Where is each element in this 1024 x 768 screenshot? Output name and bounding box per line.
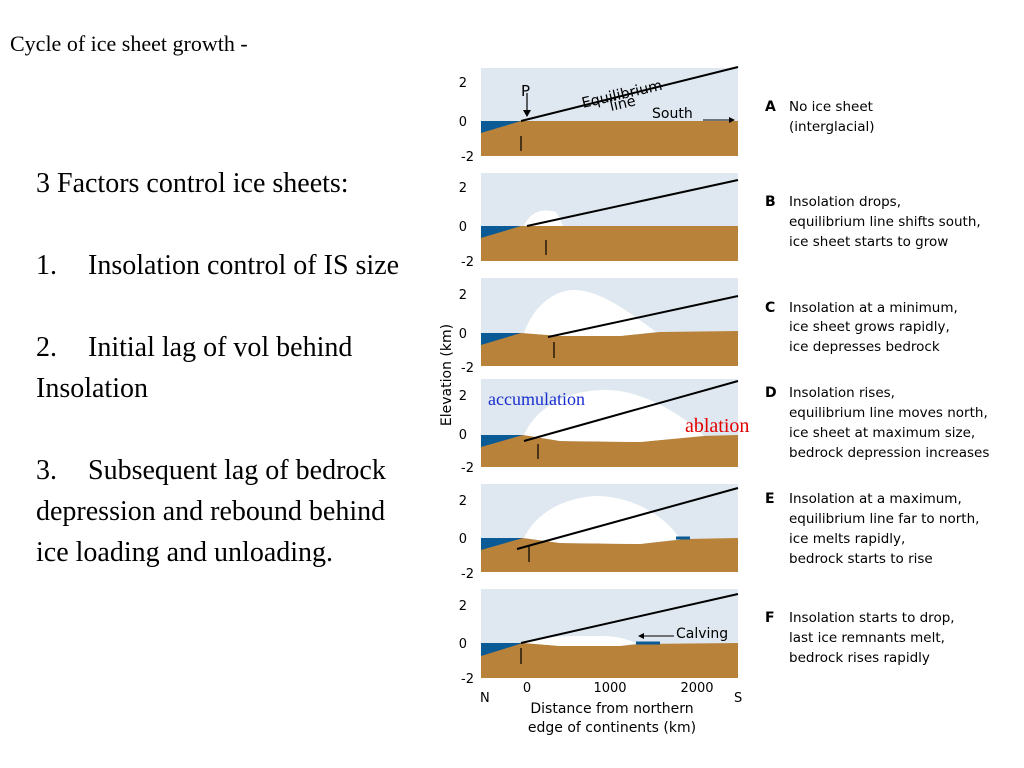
caption-b: B Insolation drops, equilibrium line shi…: [765, 194, 981, 250]
panel-a: [481, 66, 739, 156]
svg-text:bedrock rises rapidly: bedrock rises rapidly: [789, 650, 930, 666]
svg-text:A: A: [765, 99, 776, 115]
svg-text:E: E: [765, 491, 775, 507]
svg-text:0: 0: [523, 681, 531, 696]
svg-text:2: 2: [459, 288, 467, 303]
svg-text:1000: 1000: [593, 681, 626, 696]
svg-text:No ice sheet: No ice sheet: [789, 99, 873, 115]
svg-text:-2: -2: [461, 150, 474, 165]
svg-text:ice sheet at maximum size,: ice sheet at maximum size,: [789, 425, 975, 441]
ablation-label: ablation: [685, 415, 749, 437]
accumulation-label: accumulation: [488, 389, 585, 409]
svg-text:2: 2: [459, 181, 467, 196]
caption-a: A No ice sheet (interglacial): [765, 99, 875, 135]
svg-text:Insolation starts to drop,: Insolation starts to drop,: [789, 610, 955, 626]
svg-text:-2: -2: [461, 461, 474, 476]
svg-text:edge of continents (km): edge of continents (km): [528, 720, 696, 736]
svg-text:(interglacial): (interglacial): [789, 119, 875, 135]
svg-text:N: N: [480, 691, 490, 706]
slide-title: Cycle of ice sheet growth -: [10, 31, 248, 56]
svg-text:0: 0: [459, 115, 467, 130]
svg-text:Insolation at a maximum,: Insolation at a maximum,: [789, 491, 962, 507]
caption-f: F Insolation starts to drop, last ice re…: [765, 610, 955, 666]
factor-3-cont-2: ice loading and unloading.: [36, 537, 334, 568]
svg-text:-2: -2: [461, 361, 474, 376]
caption-d: D Insolation rises, equilibrium line mov…: [765, 385, 989, 461]
svg-text:F: F: [765, 610, 775, 626]
factor-2-cont: Insolation: [36, 373, 148, 404]
factors-heading: 3 Factors control ice sheets:: [36, 168, 349, 199]
line-label: line: [608, 93, 637, 114]
svg-text:0: 0: [459, 220, 467, 235]
panel-f: [481, 589, 739, 678]
svg-text:Insolation at a minimum,: Insolation at a minimum,: [789, 300, 958, 316]
panel-c: [481, 278, 739, 366]
factor-2: 2. Initial lag of vol behind: [36, 332, 353, 363]
svg-text:Insolation rises,: Insolation rises,: [789, 385, 895, 401]
y-ticks: 2 0 -2 2 0 -2 2 0 -2 2 0 -2 2 0 -2 2 0 -…: [459, 76, 474, 687]
svg-text:C: C: [765, 300, 775, 316]
svg-text:D: D: [765, 385, 777, 401]
svg-text:S: S: [734, 691, 742, 706]
factors-list: 3 Factors control ice sheets: 1. Insolati…: [36, 163, 476, 573]
svg-text:last ice remnants melt,: last ice remnants melt,: [789, 630, 945, 646]
caption-c: C Insolation at a minimum, ice sheet gro…: [765, 300, 958, 355]
panel-d: [481, 379, 739, 467]
panel-b: [481, 173, 739, 261]
svg-text:2: 2: [459, 76, 467, 91]
svg-text:Insolation drops,: Insolation drops,: [789, 194, 901, 210]
svg-text:2: 2: [459, 389, 467, 404]
calving-label: Calving: [676, 626, 728, 642]
panel-e: [481, 484, 739, 572]
svg-text:2000: 2000: [680, 681, 713, 696]
factor-1: 1. Insolation control of IS size: [36, 250, 400, 281]
y-axis-label: Elevation (km): [439, 324, 455, 426]
svg-text:ice melts rapidly,: ice melts rapidly,: [789, 531, 905, 547]
svg-text:-2: -2: [461, 672, 474, 687]
svg-text:0: 0: [459, 532, 467, 547]
p-label: P: [521, 82, 530, 100]
x-axis: N 0 1000 2000 S Distance from northern e…: [480, 681, 742, 736]
svg-text:ice depresses bedrock: ice depresses bedrock: [789, 339, 940, 355]
svg-text:-2: -2: [461, 255, 474, 270]
svg-text:2: 2: [459, 599, 467, 614]
factor-3-cont-1: depression and rebound behind: [36, 496, 386, 527]
caption-e: E Insolation at a maximum, equilibrium l…: [765, 491, 979, 567]
factor-3: 3. Subsequent lag of bedrock: [36, 455, 386, 486]
svg-text:ice sheet grows rapidly,: ice sheet grows rapidly,: [789, 319, 950, 335]
svg-text:Distance from northern: Distance from northern: [530, 701, 693, 717]
svg-text:B: B: [765, 194, 776, 210]
svg-text:0: 0: [459, 637, 467, 652]
svg-text:equilibrium line moves north,: equilibrium line moves north,: [789, 405, 988, 421]
svg-text:2: 2: [459, 494, 467, 509]
south-label: South: [652, 106, 693, 122]
svg-text:0: 0: [459, 327, 467, 342]
svg-text:equilibrium line far to north,: equilibrium line far to north,: [789, 511, 979, 527]
svg-text:equilibrium line shifts south,: equilibrium line shifts south,: [789, 214, 981, 230]
svg-text:ice sheet starts to grow: ice sheet starts to grow: [789, 234, 948, 250]
svg-text:0: 0: [459, 428, 467, 443]
svg-text:bedrock depression increases: bedrock depression increases: [789, 445, 989, 461]
svg-text:-2: -2: [461, 567, 474, 582]
svg-text:bedrock starts to rise: bedrock starts to rise: [789, 551, 933, 567]
